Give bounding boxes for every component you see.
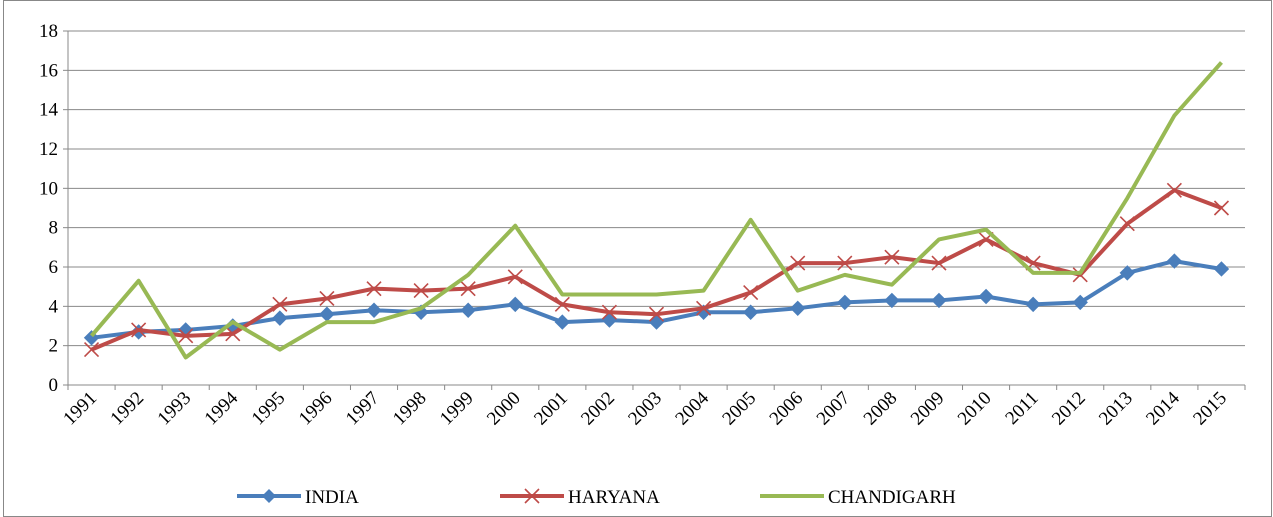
chart-frame [3,0,1272,517]
y-tick-label: 12 [39,139,58,160]
point-marker [742,304,759,320]
point-marker [225,326,241,342]
point-marker [366,281,382,297]
point-marker [1025,296,1041,313]
y-tick-label: 8 [49,218,59,239]
point-marker [601,304,617,320]
point-marker [554,296,570,312]
point-marker [790,255,806,271]
point-marker [460,281,476,297]
point-marker [790,300,806,317]
point-marker [1119,265,1136,281]
y-tick-label: 14 [39,100,59,121]
point-marker [131,322,147,338]
point-marker [837,294,853,311]
point-marker [648,306,665,322]
y-tick-label: 0 [49,375,59,396]
series [83,253,1230,346]
point-marker [743,285,759,301]
y-tick-label: 16 [39,60,58,81]
point-marker [272,296,288,312]
legend-marker [524,488,540,504]
y-tick-label: 4 [49,296,59,317]
point-marker [1213,200,1230,216]
y-tick-label: 18 [39,21,58,42]
point-marker [1213,261,1230,277]
point-marker [1166,182,1182,198]
legend-marker [262,489,276,503]
series [90,61,1223,360]
point-marker [413,283,429,299]
point-marker [83,342,100,358]
point-marker [507,269,523,285]
legend-label: INDIA [305,487,359,508]
point-marker [1119,216,1135,232]
y-tick-label: 2 [49,336,59,357]
point-marker [460,302,476,318]
point-marker [319,290,335,307]
point-marker [1166,253,1183,269]
point-marker [554,314,571,330]
legend-label: HARYANA [568,487,660,508]
point-marker [884,292,900,309]
series-line [90,61,1223,360]
point-marker [696,300,712,316]
point-marker [884,249,900,265]
y-tick-label: 10 [39,178,58,199]
point-marker [931,255,947,271]
point-marker [837,255,853,271]
point-marker [366,302,382,318]
point-marker [272,310,288,326]
point-marker [1072,294,1088,311]
legend-label: CHANDIGARH [828,487,956,508]
series [83,182,1230,358]
point-marker [178,328,194,344]
y-tick-label: 6 [49,257,59,278]
point-marker [507,296,523,313]
point-marker [978,288,994,305]
point-marker [931,292,947,309]
